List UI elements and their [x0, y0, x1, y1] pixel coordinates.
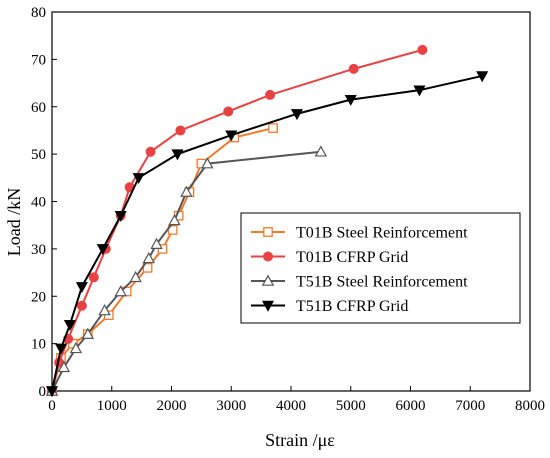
legend-box [240, 212, 521, 324]
data-point [168, 214, 181, 226]
x-tick-label: 3000 [216, 398, 246, 414]
data-point [265, 89, 276, 100]
data-point [175, 125, 186, 136]
y-axis-label: Load /kN [4, 188, 24, 256]
legend-marker [261, 300, 275, 312]
data-point [476, 71, 489, 83]
data-point [180, 185, 193, 197]
data-point [63, 319, 76, 331]
legend: T01B Steel Reinforcement T01B CFRP Grid T5… [240, 212, 521, 324]
data-point [150, 237, 163, 249]
data-point [348, 63, 359, 74]
legend-item: T51B CFRP Grid [251, 298, 408, 315]
x-axis-label: Strain /με [265, 430, 335, 450]
y-axis-ticks: 0 10 20 30 40 50 60 70 80 [31, 5, 57, 400]
data-point [114, 285, 127, 297]
data-point [81, 327, 95, 339]
data-point [413, 85, 426, 97]
data-point [88, 272, 99, 283]
x-axis-ticks: 0 1000 2000 3000 4000 5000 6000 7000 8000 [48, 386, 545, 414]
data-point [201, 157, 214, 169]
data-point [417, 44, 428, 55]
x-tick-label: 4000 [276, 398, 306, 414]
data-point [98, 304, 111, 316]
legend-label: T01B CFRP Grid [296, 249, 408, 266]
data-point [132, 173, 145, 185]
data-point [96, 244, 109, 256]
x-tick-label: 2000 [157, 398, 187, 414]
data-point [54, 343, 68, 355]
data-point [45, 386, 59, 398]
data-point [171, 149, 184, 161]
data-point [225, 130, 238, 142]
y-tick-label: 0 [39, 384, 47, 400]
y-tick-label: 50 [31, 147, 46, 163]
x-tick-label: 8000 [515, 398, 545, 414]
legend-item: T01B CFRP Grid [251, 249, 408, 266]
x-tick-label: 1000 [97, 398, 127, 414]
y-tick-label: 70 [31, 52, 46, 68]
data-point [290, 109, 304, 121]
y-tick-label: 30 [31, 242, 46, 258]
data-point [344, 94, 357, 106]
plot-frame [51, 11, 531, 392]
legend-item: T01B Steel Reinforcement [251, 225, 468, 242]
data-point [145, 146, 156, 157]
y-tick-label: 60 [31, 100, 46, 116]
x-tick-label: 6000 [396, 398, 426, 414]
data-point [57, 360, 71, 373]
data-point [314, 145, 328, 157]
data-point [129, 270, 142, 283]
x-tick-label: 7000 [455, 398, 485, 414]
data-point [114, 211, 127, 222]
legend-marker [261, 274, 275, 286]
legend-label: T51B Steel Reinforcement [296, 274, 468, 291]
series-line [51, 48, 423, 392]
series-line [51, 127, 274, 392]
y-tick-label: 20 [31, 289, 46, 305]
x-tick-label: 0 [48, 398, 56, 414]
legend-item: T51B Steel Reinforcement [251, 274, 468, 291]
y-tick-label: 80 [31, 5, 46, 21]
legend-label: T01B Steel Reinforcement [296, 225, 468, 242]
y-tick-label: 40 [31, 195, 46, 211]
series-4 [45, 71, 489, 398]
legend-marker [263, 227, 273, 237]
legend-marker [263, 251, 273, 262]
data-point [76, 300, 87, 311]
series-layer [45, 44, 489, 398]
data-point [75, 282, 88, 294]
plot-area-border [51, 11, 531, 392]
data-point [268, 123, 278, 133]
y-tick-label: 10 [31, 337, 46, 353]
data-point [69, 341, 83, 354]
data-point [223, 106, 234, 117]
legend-label: T51B CFRP Grid [296, 298, 408, 315]
data-point [142, 251, 156, 264]
x-tick-label: 5000 [336, 398, 366, 414]
